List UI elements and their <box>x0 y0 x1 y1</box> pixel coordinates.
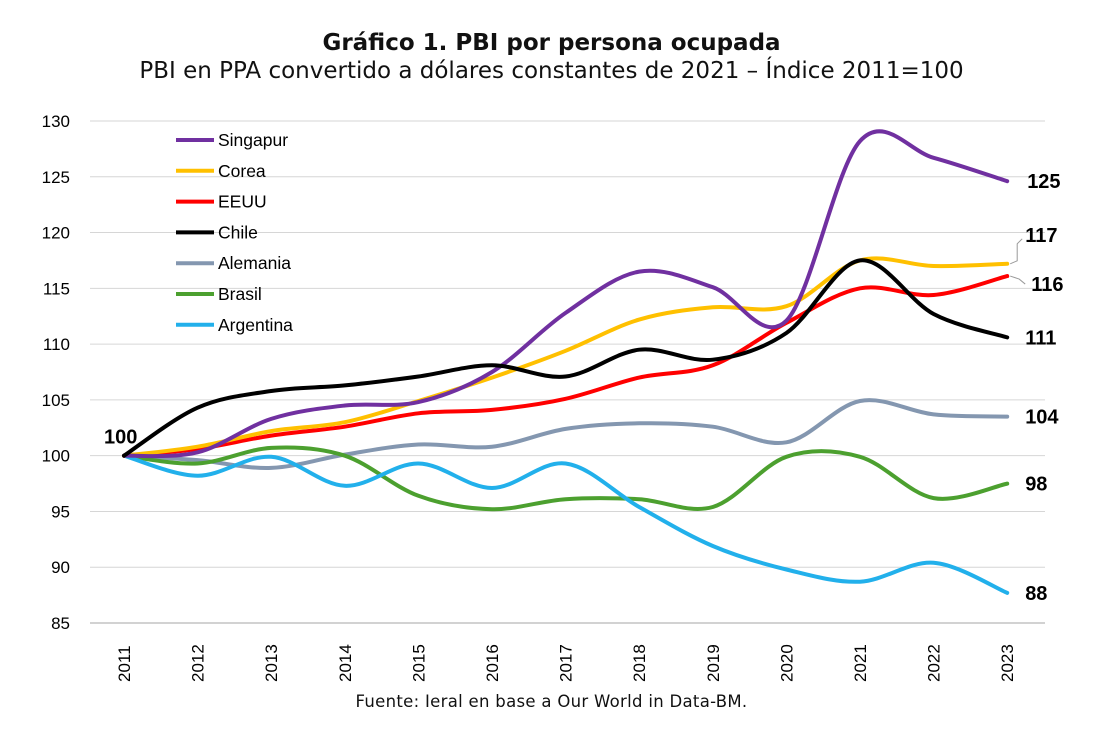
x-tick-label: 2015 <box>409 644 428 682</box>
series-line-alemania <box>122 398 1010 470</box>
y-tick-label: 110 <box>43 335 70 354</box>
y-tick-label: 115 <box>43 279 70 298</box>
y-tick-label: 120 <box>42 224 70 243</box>
end-label-brasil: 98 <box>1025 474 1047 496</box>
series-line-chile <box>122 258 1010 458</box>
y-tick-label: 130 <box>42 112 70 131</box>
x-tick-label: 2012 <box>189 644 208 682</box>
end-label-eeuu: 116 <box>1031 274 1063 296</box>
x-tick-label: 2016 <box>483 644 502 682</box>
legend-label-corea: Corea <box>218 161 266 181</box>
series-group <box>122 129 1010 595</box>
series-line-argentina <box>122 453 1010 595</box>
y-tick-label: 85 <box>51 614 70 633</box>
legend-label-eeuu: EEUU <box>218 192 267 212</box>
end-label-argentina: 88 <box>1025 583 1047 605</box>
x-tick-label: 2018 <box>630 644 649 682</box>
legend-label-alemania: Alemania <box>218 253 291 273</box>
axes: 85 90 95 100 105 110 115 120 125 130 2011 2012 2013 2… <box>42 112 1045 682</box>
end-label-singapur: 125 <box>1027 171 1060 193</box>
x-tick-label: 2021 <box>851 644 870 682</box>
data-labels: 100 125 117 116 111 104 98 88 <box>104 171 1063 605</box>
leader-line-corea <box>1010 238 1023 265</box>
end-label-alemania: 104 <box>1025 407 1059 429</box>
source-note: Fuente: Ieral en base a Our World in Dat… <box>355 692 748 711</box>
x-tick-label: 2011 <box>115 645 134 682</box>
series-line-singapur <box>122 129 1010 459</box>
chart-title: Gráfico 1. PBI por persona ocupada <box>322 30 781 56</box>
x-tick-label: 2019 <box>704 644 723 682</box>
y-tick-label: 105 <box>42 391 70 410</box>
y-tick-label: 90 <box>51 558 70 577</box>
legend-label-brasil: Brasil <box>218 284 262 304</box>
y-tick-label: 95 <box>51 502 70 521</box>
x-tick-label: 2017 <box>557 644 576 682</box>
legend-label-chile: Chile <box>218 222 258 242</box>
start-label: 100 <box>104 427 137 449</box>
y-tick-label: 100 <box>42 447 70 466</box>
leader-line-eeuu <box>1010 275 1026 285</box>
chart-subtitle: PBI en PPA convertido a dólares constant… <box>139 58 964 84</box>
x-tick-label: 2022 <box>925 644 944 682</box>
x-tick-label: 2013 <box>262 644 281 682</box>
x-tick-label: 2014 <box>336 644 355 682</box>
end-label-chile: 111 <box>1025 327 1056 349</box>
grid <box>90 120 1045 568</box>
series-line-brasil <box>122 445 1010 512</box>
x-tick-label: 2023 <box>998 644 1017 682</box>
legend: Singapur Corea EEUU Chile Alemania Brasil Arge… <box>176 130 293 335</box>
x-tick-label: 2020 <box>777 644 796 682</box>
legend-label-singapur: Singapur <box>218 130 288 150</box>
end-label-corea: 117 <box>1025 225 1057 247</box>
legend-label-argentina: Argentina <box>218 315 293 335</box>
series-line-eeuu <box>122 274 1010 458</box>
y-tick-label: 125 <box>42 168 70 187</box>
